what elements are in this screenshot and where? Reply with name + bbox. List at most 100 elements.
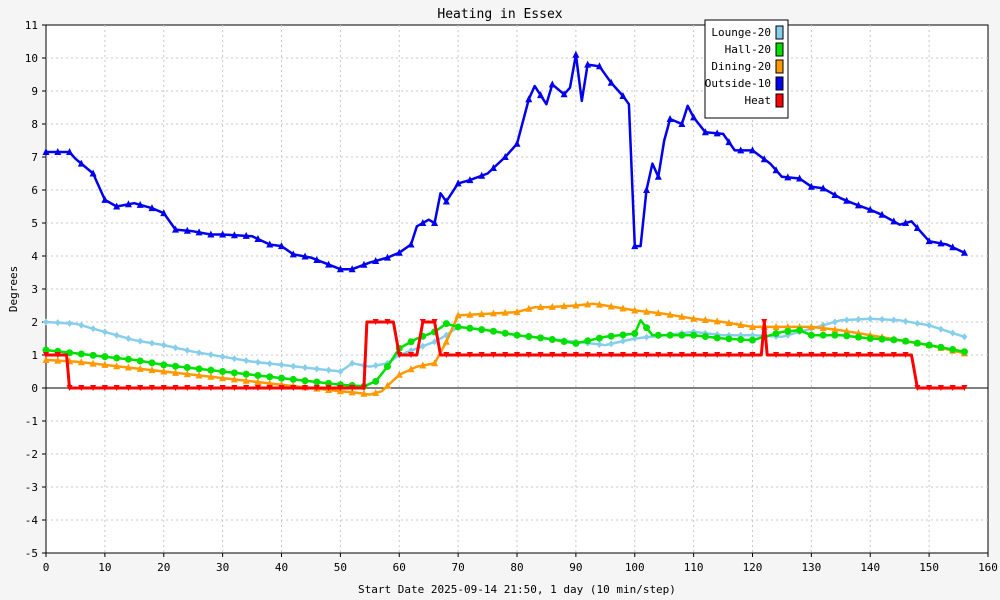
- x-tick-label: 80: [510, 561, 523, 574]
- data-point: [513, 139, 521, 147]
- data-point: [54, 356, 62, 364]
- data-point: [619, 331, 627, 339]
- data-point: [78, 321, 85, 329]
- data-point: [561, 352, 568, 358]
- data-point: [537, 334, 545, 342]
- data-point: [619, 91, 627, 99]
- data-point: [313, 385, 320, 391]
- data-point: [631, 306, 639, 314]
- data-point: [949, 346, 957, 353]
- data-point: [701, 316, 709, 324]
- series-heat: [43, 319, 968, 391]
- y-axis-label: Degrees: [7, 266, 20, 312]
- data-point: [607, 332, 615, 340]
- data-point: [219, 374, 227, 382]
- y-tick-label: -3: [25, 481, 38, 494]
- legend-box: [704, 19, 789, 119]
- data-point: [678, 312, 686, 320]
- data-point: [784, 173, 792, 181]
- data-point: [949, 243, 957, 251]
- y-tick-label: 7: [31, 151, 38, 164]
- data-point: [772, 322, 780, 330]
- data-point: [290, 385, 297, 391]
- data-point: [831, 318, 838, 326]
- data-point: [313, 365, 320, 373]
- data-point: [266, 360, 273, 368]
- data-point: [713, 129, 721, 137]
- data-point: [325, 385, 332, 391]
- data-point: [678, 331, 686, 339]
- data-point: [360, 260, 368, 268]
- legend-label: Dining-20: [711, 60, 771, 73]
- legend: Lounge-20 Hall-20 Dining-20 Outside-10 Heat: [704, 19, 789, 119]
- data-point: [866, 335, 874, 342]
- data-point: [454, 179, 462, 187]
- data-point: [66, 148, 74, 156]
- data-point: [442, 337, 450, 345]
- data-point: [230, 369, 238, 377]
- x-tick-label: 130: [801, 561, 821, 574]
- data-point: [867, 352, 874, 358]
- data-point: [667, 352, 674, 358]
- data-point: [289, 250, 297, 258]
- data-point: [454, 311, 462, 319]
- data-point: [925, 237, 933, 245]
- data-point: [902, 337, 910, 345]
- data-point: [737, 335, 745, 343]
- data-point: [772, 330, 780, 338]
- data-point: [584, 352, 591, 358]
- data-point: [584, 300, 592, 308]
- data-point: [124, 200, 132, 208]
- data-point: [160, 367, 168, 375]
- data-point: [502, 352, 509, 358]
- x-tick-label: 90: [569, 561, 582, 574]
- data-point: [690, 314, 698, 322]
- data-point: [654, 172, 662, 180]
- data-point: [749, 146, 756, 154]
- data-point: [431, 319, 438, 325]
- data-point: [784, 352, 791, 358]
- data-point: [960, 248, 968, 256]
- data-point: [219, 230, 227, 238]
- data-point: [89, 359, 97, 367]
- data-point: [749, 322, 756, 330]
- data-point: [489, 164, 497, 171]
- data-point: [619, 304, 627, 312]
- data-point: [608, 352, 615, 358]
- y-tick-label: 11: [25, 19, 38, 32]
- data-point: [914, 385, 921, 391]
- data-point: [148, 366, 156, 374]
- data-point: [148, 385, 155, 391]
- x-tick-label: 40: [275, 561, 288, 574]
- data-point: [395, 370, 403, 378]
- data-point: [302, 364, 309, 372]
- data-point: [749, 352, 756, 358]
- data-point: [796, 352, 803, 358]
- data-point: [949, 385, 956, 391]
- y-tick-label: 2: [31, 316, 38, 329]
- data-point: [125, 335, 132, 342]
- data-point: [172, 368, 180, 376]
- data-point: [148, 204, 156, 212]
- x-tick-label: 110: [684, 561, 704, 574]
- data-point: [773, 352, 780, 358]
- data-point: [325, 366, 332, 374]
- data-point: [737, 320, 745, 328]
- data-point: [713, 317, 721, 325]
- data-point: [407, 365, 415, 373]
- data-point: [843, 316, 850, 324]
- legend-swatch: [775, 59, 784, 74]
- data-point: [407, 240, 415, 248]
- data-point: [113, 362, 121, 370]
- data-point: [831, 352, 838, 358]
- data-point: [372, 388, 380, 396]
- data-point: [313, 255, 321, 263]
- data-point: [419, 361, 427, 369]
- data-point: [407, 338, 415, 346]
- data-point: [348, 388, 356, 396]
- data-point: [548, 302, 556, 310]
- x-axis-label: Start Date 2025-09-14 21:50, 1 day (10 m…: [358, 583, 676, 596]
- series-layer: [42, 50, 968, 397]
- data-point: [560, 302, 568, 310]
